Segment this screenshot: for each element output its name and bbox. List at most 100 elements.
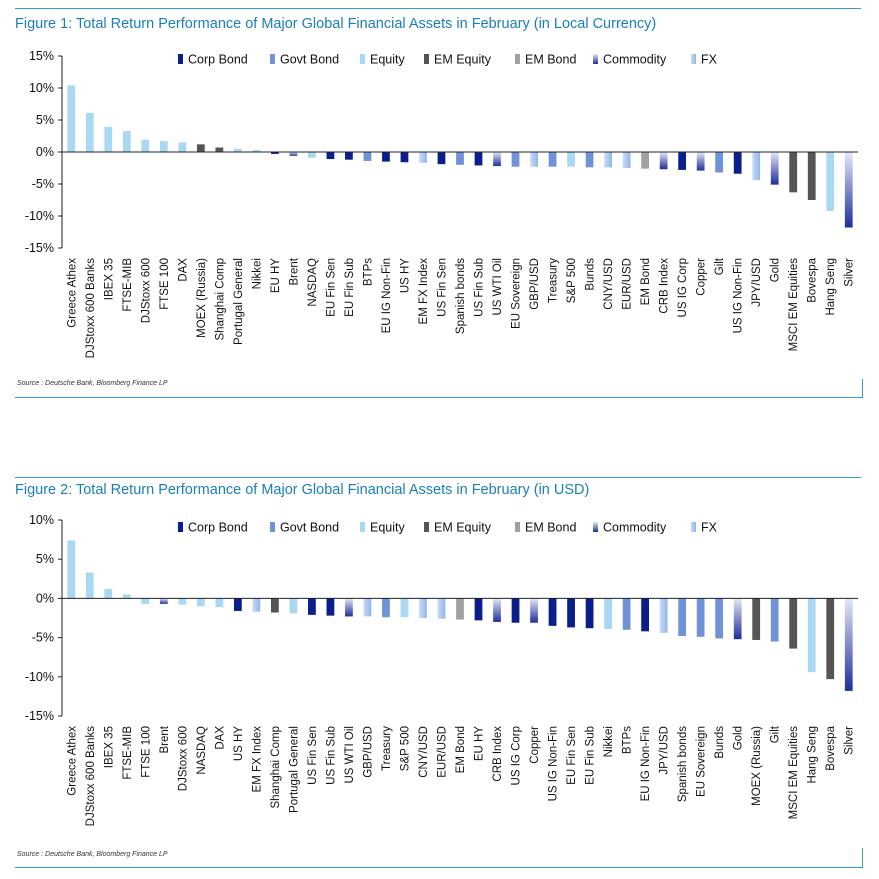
figure-2-source: Source : Deutsche Bank, Bloomberg Financ… (17, 851, 168, 858)
bar-em-bond (641, 152, 650, 169)
legend-label-equity: Equity (370, 53, 405, 67)
bar-djstoxx-600 (141, 139, 150, 152)
y-tick-label: -10% (25, 209, 54, 223)
x-tick-label: US Fin Sub (474, 258, 486, 317)
x-tick-label: IBEX 35 (103, 726, 115, 768)
bar-us-ig-corp (678, 152, 687, 170)
x-tick-label: Bunds (585, 258, 597, 291)
bar-eu-fin-sen (326, 152, 335, 160)
y-tick-label: 5% (36, 113, 54, 127)
x-tick-label: EM Bond (455, 726, 467, 773)
x-tick-label: EU HY (270, 258, 282, 293)
x-tick-label: Brent (159, 725, 171, 753)
x-tick-label: Portugal General (233, 258, 245, 345)
x-tick-label: CNY/USD (418, 726, 430, 778)
x-tick-label: US WTI Oil (344, 726, 356, 784)
x-tick-label: Silver (844, 258, 856, 287)
y-tick-label: 10% (29, 81, 54, 95)
x-tick-label: Shanghai Comp (270, 726, 282, 808)
x-tick-label: EM FX Index (418, 258, 430, 325)
x-tick-label: Gilt (714, 257, 726, 275)
figure-1-top-rule (15, 8, 861, 9)
figure-1-chart: 15% 10% 5% 0% -5% -10% -15% Greece Athex DJStoxx… (25, 49, 858, 358)
figure-1-title: Figure 1: Total Return Performance of Ma… (15, 16, 657, 32)
x-tick-label: Nikkei (603, 726, 615, 757)
x-tick-label: EU Fin Sub (344, 258, 356, 317)
bar-treasury (382, 598, 390, 618)
x-tick-label: S&P 500 (566, 258, 578, 303)
x-tick-label: JPY/USD (751, 258, 763, 307)
x-tick-label: Greece Athex (66, 726, 78, 796)
x-tick-label: Gold (733, 726, 745, 750)
figure-1-source: Source : Deutsche Bank, Bloomberg Financ… (17, 380, 168, 387)
bar-eu-sovereign (511, 152, 520, 167)
bar-us-fin-sen (308, 598, 316, 615)
figure-2-panel: Figure 2: Total Return Performance of Ma… (0, 470, 879, 879)
bar-copper (696, 152, 705, 171)
bar-cny-usd (604, 152, 612, 168)
legend-label-em-bond: EM Bond (525, 521, 576, 535)
legend-swatch-govt-bond (270, 54, 275, 64)
bar-us-ig-non-fin (548, 598, 557, 626)
bar-nikkei (252, 150, 261, 152)
x-tick-label: US IG Non-Fin (733, 258, 745, 333)
x-tick-label: Nikkei (251, 258, 263, 289)
legend-swatch-equity (360, 522, 365, 532)
bar-dax (215, 598, 224, 608)
bar-spanish-bonds (456, 152, 464, 165)
x-tick-label: S&P 500 (399, 726, 411, 771)
bar-eu-hy (474, 598, 483, 621)
bar-em-bond (456, 598, 464, 620)
bar-portugal-general (233, 148, 242, 152)
bar-cny-usd (419, 598, 427, 618)
bar-gilt (715, 152, 724, 173)
legend-label-equity: Equity (370, 521, 405, 535)
x-tick-label: EUR/USD (436, 726, 448, 778)
y-tick-label: 15% (29, 49, 54, 63)
x-tick-label: US HY (399, 258, 411, 293)
legend-swatch-commodity (593, 54, 598, 64)
legend-swatch-equity (360, 54, 365, 64)
bar-em-fx-index (252, 598, 261, 612)
x-tick-label: Greece Athex (66, 258, 78, 328)
bar-s-p-500 (567, 152, 575, 167)
bar-greece-athex (67, 540, 76, 599)
x-tick-label: Bovespa (825, 725, 837, 770)
figure-1-bottom-rule (15, 397, 863, 398)
bar-silver (844, 598, 853, 691)
x-tick-label: EU IG Non-Fin (381, 258, 393, 333)
bar-greece-athex (67, 85, 76, 152)
x-tick-label: Spanish bonds (455, 258, 467, 334)
x-tick-label: EU HY (474, 726, 486, 761)
x-tick-label: DJStoxx 600 (177, 726, 189, 791)
x-tick-label: CNY/USD (603, 258, 615, 310)
x-tick-label: DJStoxx 600 Banks (85, 726, 97, 827)
bar-eu-fin-sub (345, 152, 353, 160)
x-tick-label: FTSE 100 (140, 726, 152, 778)
y-tick-label: -10% (25, 670, 54, 684)
bar-us-ig-non-fin (733, 152, 742, 174)
y-tick-label: -5% (32, 177, 54, 191)
figure-2-title: Figure 2: Total Return Performance of Ma… (15, 482, 590, 498)
bar-btps (622, 598, 631, 630)
x-tick-label: EU Sovereign (696, 726, 708, 797)
x-tick-label: US HY (233, 726, 245, 761)
legend-swatch-em-bond (515, 522, 520, 532)
x-tick-label: DAX (214, 726, 226, 750)
x-tick-label: GBP/USD (529, 258, 541, 310)
bar-us-fin-sub (326, 598, 335, 616)
legend-swatch-govt-bond (270, 522, 275, 532)
x-tick-label: CRB Index (492, 726, 504, 782)
x-tick-label: Spanish bonds (677, 726, 689, 802)
legend-label-govt-bond: Govt Bond (280, 53, 339, 67)
legend-swatch-em-equity (424, 54, 429, 64)
x-tick-label: GBP/USD (362, 726, 374, 778)
legend-label-corp-bond: Corp Bond (188, 53, 248, 67)
x-tick-label: EU Sovereign (511, 258, 523, 329)
legend-swatch-commodity (593, 522, 598, 532)
x-tick-label: Bovespa (807, 257, 819, 302)
bar-us-wti-oil (345, 598, 353, 617)
x-tick-label: Copper (529, 726, 541, 764)
figure-2-top-rule (15, 477, 861, 478)
bar-eu-sovereign (696, 598, 705, 637)
